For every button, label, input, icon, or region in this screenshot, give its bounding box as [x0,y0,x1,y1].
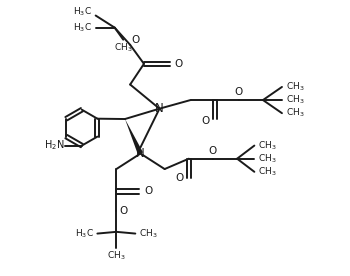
Text: CH$_3$: CH$_3$ [286,107,304,120]
Text: CH$_3$: CH$_3$ [139,227,158,240]
Text: CH$_3$: CH$_3$ [114,41,133,54]
Text: H$_3$C: H$_3$C [73,21,92,34]
Text: CH$_3$: CH$_3$ [258,152,277,165]
Polygon shape [125,119,143,155]
Text: O: O [235,87,243,97]
Text: N: N [155,102,164,115]
Text: O: O [209,146,217,156]
Text: CH$_3$: CH$_3$ [258,166,277,178]
Text: O: O [175,173,184,183]
Text: H$_2$N: H$_2$N [44,139,65,152]
Text: H$_3$C: H$_3$C [73,6,92,18]
Text: N: N [136,147,145,160]
Text: O: O [120,206,128,216]
Text: CH$_3$: CH$_3$ [286,94,304,106]
Text: CH$_3$: CH$_3$ [286,81,304,93]
Text: O: O [131,35,139,45]
Text: CH$_3$: CH$_3$ [107,250,126,262]
Text: O: O [144,187,152,197]
Text: H$_3$C: H$_3$C [75,227,94,240]
Text: O: O [174,59,183,69]
Text: CH$_3$: CH$_3$ [258,139,277,152]
Text: O: O [201,116,210,126]
